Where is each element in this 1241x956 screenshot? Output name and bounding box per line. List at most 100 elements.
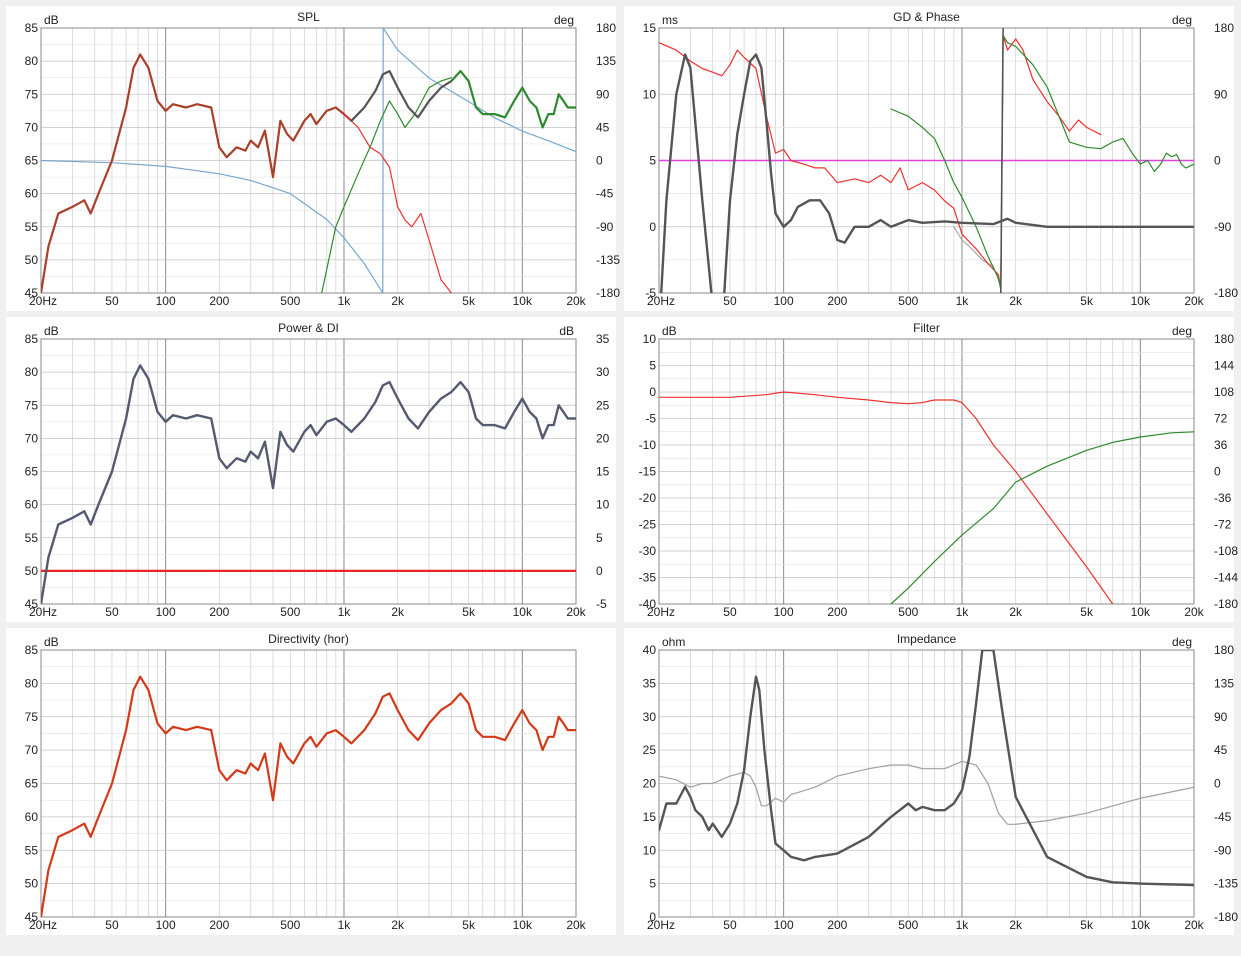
grid xyxy=(40,649,577,918)
x-tick-label: 1k xyxy=(338,918,352,932)
y2-tick-label: 20 xyxy=(596,431,610,445)
y-tick-label: -25 xyxy=(639,518,657,532)
series-gd_thin xyxy=(953,226,1002,287)
x-tick-label: 50 xyxy=(723,294,737,308)
y2-tick-label: 10 xyxy=(596,498,610,512)
series-lowpass xyxy=(659,391,1114,604)
series-phase_tweeter xyxy=(890,34,1194,290)
y-tick-label: 55 xyxy=(25,220,39,234)
chart-title: Power & DI xyxy=(278,321,339,335)
y2-tick-label: 180 xyxy=(1214,21,1234,35)
impedance-chart: Impedance ohm deg 0 5 10 15 20 25 30 35 40 -180 -135 -… xyxy=(643,632,1239,932)
x-tick-label: 500 xyxy=(898,294,918,308)
plot-frame xyxy=(658,649,1195,918)
y-tick-label: 80 xyxy=(25,676,39,690)
y-tick-label: 85 xyxy=(25,643,39,657)
y-tick-label: -15 xyxy=(639,465,657,479)
y-tick-label: 65 xyxy=(25,465,39,479)
y-tick-label: 55 xyxy=(25,531,39,545)
y2-tick-label: -108 xyxy=(1214,544,1238,558)
x-tick-label: 20k xyxy=(566,918,586,932)
x-tick-label: 20Hz xyxy=(647,294,675,308)
y-tick-label: 70 xyxy=(25,120,39,134)
y2-tick-label: -5 xyxy=(596,597,607,611)
x-tick-label: 100 xyxy=(156,294,176,308)
y-unit-right: deg xyxy=(1172,635,1192,649)
x-tick-label: 100 xyxy=(156,605,176,619)
x-tick-label: 5k xyxy=(462,294,476,308)
y2-tick-label: -90 xyxy=(1214,220,1232,234)
y-tick-label: 5 xyxy=(649,359,656,373)
y2-tick-label: -144 xyxy=(1214,571,1238,585)
x-tick-label: 500 xyxy=(898,605,918,619)
y2-tick-label: 144 xyxy=(1214,359,1234,373)
y-unit-right: dB xyxy=(559,324,574,338)
y-tick-label: 20 xyxy=(643,777,657,791)
x-tick-label: 500 xyxy=(898,918,918,932)
x-tick-label: 20k xyxy=(566,605,586,619)
x-tick-label: 500 xyxy=(280,605,300,619)
y2-tick-label: 30 xyxy=(596,365,610,379)
x-tick-label: 100 xyxy=(774,605,794,619)
chart-title: SPL xyxy=(297,10,320,24)
x-tick-label: 2k xyxy=(1009,294,1023,308)
gd-phase-chart: GD & Phase ms deg -5 0 5 10 15 -180 -90 0 90 180 20Hz… xyxy=(643,10,1239,308)
spl-panel: SPL dB deg 45 50 55 60 65 70 75 80 85 -180 -135 -90 -45… xyxy=(6,6,620,311)
y-tick-label: -10 xyxy=(639,438,657,452)
chart-title: Impedance xyxy=(897,632,957,646)
y-tick-label: 45 xyxy=(25,286,39,300)
y-tick-label: 45 xyxy=(25,597,39,611)
x-tick-label: 20Hz xyxy=(29,294,57,308)
y-tick-label: 65 xyxy=(25,777,39,791)
series-phase_spike xyxy=(1000,28,1004,293)
y2-tick-label: 108 xyxy=(1214,385,1234,399)
series-phase_woofer xyxy=(659,34,1102,290)
y-tick-label: 5 xyxy=(649,877,656,891)
y-unit-left: dB xyxy=(44,13,59,27)
x-tick-label: 2k xyxy=(391,918,405,932)
x-tick-label: 10k xyxy=(513,605,533,619)
grid xyxy=(40,338,577,605)
x-tick-label: 10k xyxy=(1131,918,1151,932)
y-tick-label: 45 xyxy=(25,910,39,924)
y-tick-label: -35 xyxy=(639,571,657,585)
y2-tick-label: 90 xyxy=(1214,710,1228,724)
x-tick-label: 200 xyxy=(827,605,847,619)
y-tick-label: 50 xyxy=(25,877,39,891)
y-tick-label: 60 xyxy=(25,810,39,824)
y2-tick-label: -45 xyxy=(1214,810,1232,824)
y-tick-label: 40 xyxy=(643,643,657,657)
y2-tick-label: 45 xyxy=(1214,743,1228,757)
y-tick-label: 25 xyxy=(643,743,657,757)
y-tick-label: 70 xyxy=(25,431,39,445)
y2-tick-label: 25 xyxy=(596,398,610,412)
y-tick-label: 85 xyxy=(25,21,39,35)
x-tick-label: 200 xyxy=(827,294,847,308)
plot-frame xyxy=(40,649,577,918)
y-tick-label: 75 xyxy=(25,398,39,412)
y2-tick-label: 15 xyxy=(596,465,610,479)
x-tick-label: 100 xyxy=(774,918,794,932)
y2-tick-label: -180 xyxy=(1214,286,1238,300)
chart-title: Directivity (hor) xyxy=(268,632,349,646)
y2-tick-label: 35 xyxy=(596,332,610,346)
x-tick-label: 1k xyxy=(338,294,352,308)
y2-tick-label: 0 xyxy=(596,154,603,168)
y-tick-label: 0 xyxy=(649,385,656,399)
x-tick-label: 500 xyxy=(280,918,300,932)
y-unit-left: ms xyxy=(662,13,678,27)
series-phase xyxy=(659,760,1194,825)
series-power xyxy=(41,364,576,604)
y-tick-label: 50 xyxy=(25,253,39,267)
chart-title: GD & Phase xyxy=(893,10,960,24)
y2-tick-label: 5 xyxy=(596,531,603,545)
x-tick-label: 1k xyxy=(956,294,970,308)
series-highpass xyxy=(890,431,1194,604)
y-tick-label: 60 xyxy=(25,187,39,201)
y-tick-label: 75 xyxy=(25,710,39,724)
y-tick-label: 70 xyxy=(25,743,39,757)
x-tick-label: 200 xyxy=(209,605,229,619)
x-tick-label: 20k xyxy=(1184,605,1204,619)
x-tick-label: 50 xyxy=(105,294,119,308)
y2-tick-label: -90 xyxy=(596,220,614,234)
